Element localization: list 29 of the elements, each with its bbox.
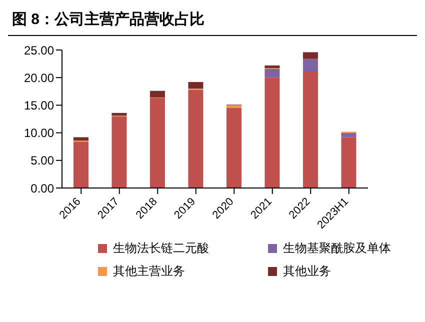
bar bbox=[341, 132, 356, 138]
bar bbox=[264, 68, 280, 78]
bar bbox=[112, 116, 127, 188]
bar bbox=[73, 142, 88, 188]
y-tick-label: 5.00 bbox=[30, 154, 54, 168]
y-tick-label: 10.00 bbox=[24, 126, 54, 140]
bar bbox=[341, 137, 356, 188]
bar bbox=[188, 90, 204, 188]
bar bbox=[264, 78, 280, 188]
legend-label: 生物法长链二元酸 bbox=[113, 240, 209, 257]
bar bbox=[302, 52, 318, 59]
y-tick-label: 20.00 bbox=[24, 70, 54, 85]
chart-title: 图 8：公司主营产品营收占比 bbox=[8, 8, 417, 36]
y-tick-label: 0.00 bbox=[30, 181, 54, 196]
bar bbox=[150, 90, 165, 98]
bar bbox=[73, 137, 88, 141]
bar bbox=[150, 98, 165, 188]
bar bbox=[302, 72, 318, 188]
bar bbox=[264, 65, 280, 68]
bar bbox=[226, 105, 242, 108]
legend-label: 生物基聚酰胺及单体 bbox=[283, 240, 391, 257]
bar bbox=[302, 58, 318, 72]
bar bbox=[188, 82, 204, 89]
legend-label: 其他主营业务 bbox=[113, 263, 185, 280]
bar bbox=[226, 108, 242, 188]
legend-label: 其他业务 bbox=[283, 263, 331, 280]
y-tick-label: 15.00 bbox=[24, 98, 54, 112]
y-tick-label: 25.00 bbox=[24, 43, 54, 58]
bar bbox=[112, 112, 127, 116]
